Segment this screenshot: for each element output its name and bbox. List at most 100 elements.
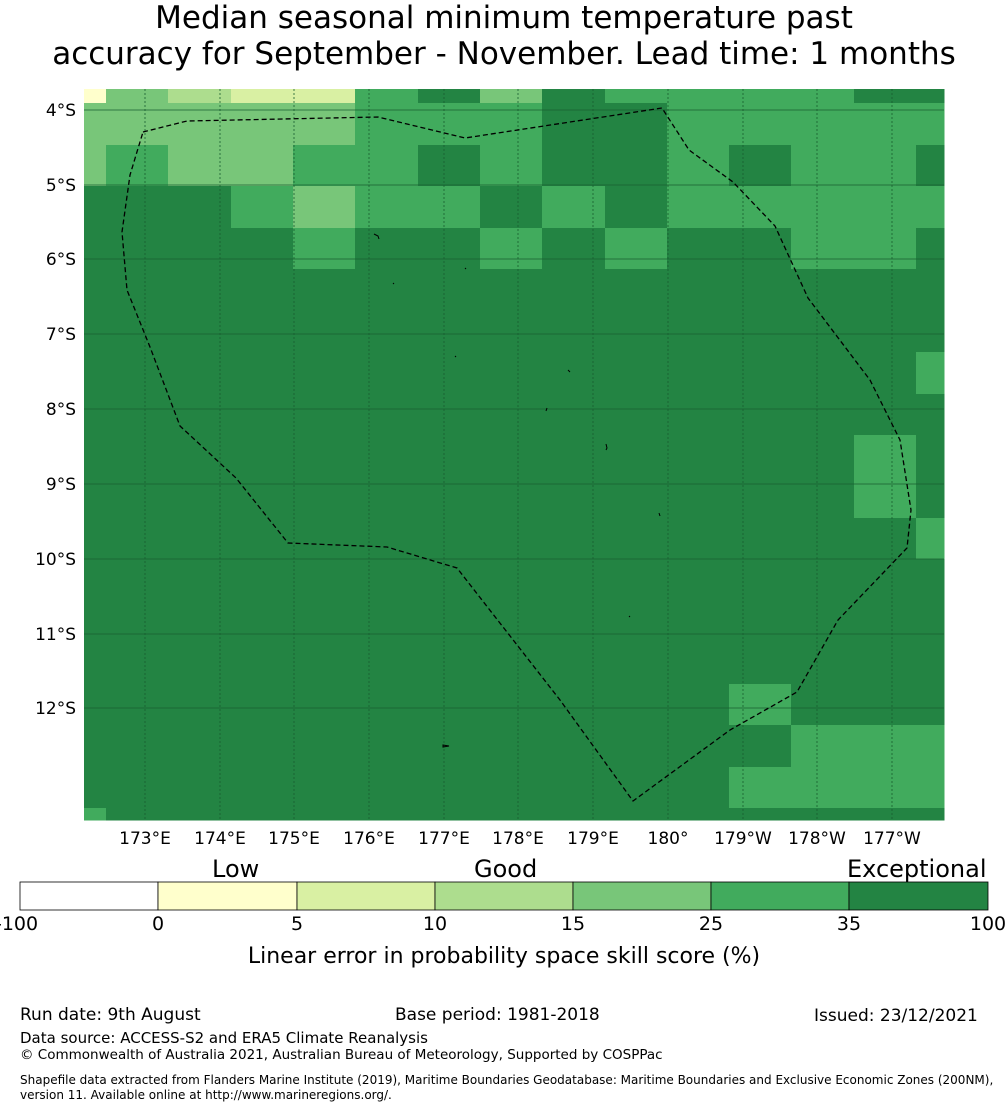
grid-cell <box>667 186 730 229</box>
grid-cell <box>605 642 668 685</box>
grid-cell <box>605 808 668 821</box>
grid-cell <box>231 186 294 229</box>
grid-cell <box>667 269 730 312</box>
grid-cell <box>916 518 945 560</box>
longitude-label: 180° <box>648 829 689 849</box>
grid-cell <box>729 559 792 602</box>
colorbar-segment <box>572 881 712 911</box>
grid-cell <box>355 145 419 187</box>
grid-cell <box>355 684 419 726</box>
grid-cell <box>791 145 855 187</box>
grid-cell <box>729 725 792 768</box>
grid-cell <box>667 311 730 353</box>
grid-cell <box>84 352 107 395</box>
grid-cell <box>231 767 294 809</box>
grid-cell <box>791 518 855 560</box>
grid-cell <box>84 808 107 821</box>
grid-cell <box>605 601 668 643</box>
grid-cell <box>791 89 855 104</box>
grid-cell <box>231 684 294 726</box>
grid-cell <box>480 145 543 187</box>
grid-cell <box>418 642 481 685</box>
grid-cell <box>605 103 668 146</box>
grid-cell <box>667 435 730 478</box>
grid-cell <box>231 89 294 104</box>
grid-cell <box>605 311 668 353</box>
grid-cell <box>293 559 356 602</box>
grid-cell <box>480 269 543 312</box>
grid-cell <box>84 89 107 104</box>
longitude-label: 177°W <box>863 829 921 849</box>
grid-cell <box>84 394 107 436</box>
longitude-labels: 173°E 174°E 175°E 176°E 177°E 178°E 179°E 180° 1… <box>119 829 921 849</box>
colorbar-label: Linear error in probability space skill … <box>247 944 761 969</box>
longitude-label: 173°E <box>119 829 171 849</box>
grid-cell <box>84 435 107 478</box>
grid-cell <box>106 684 169 726</box>
grid-cell <box>480 684 543 726</box>
run-date: Run date: 9th August <box>20 1005 201 1025</box>
grid-cell <box>791 725 855 768</box>
grid-cell <box>293 269 356 312</box>
grid-cell <box>84 767 107 809</box>
grid-cell <box>916 559 945 602</box>
grid-cell <box>84 642 107 685</box>
grid-cell <box>418 186 481 229</box>
latitude-label: 5°S <box>46 176 76 196</box>
grid-cell <box>106 601 169 643</box>
longitude-label: 176°E <box>343 829 395 849</box>
grid-cell <box>418 394 481 436</box>
grid-cell <box>418 767 481 809</box>
grid-cell <box>293 435 356 478</box>
grid-cell <box>916 352 945 395</box>
grid-cell <box>605 269 668 312</box>
grid-cell <box>355 601 419 643</box>
grid-cell <box>729 642 792 685</box>
grid-cell <box>480 311 543 353</box>
grid-cell <box>418 601 481 643</box>
grid-cell <box>168 269 232 312</box>
latitude-label: 6°S <box>46 250 76 270</box>
latitude-label: 9°S <box>46 475 76 495</box>
grid-cell <box>916 642 945 685</box>
grid-cell <box>106 725 169 768</box>
grid-cell <box>293 601 356 643</box>
grid-cell <box>168 808 232 821</box>
grid-cell <box>168 394 232 436</box>
grid-cell <box>791 103 855 146</box>
grid-cell <box>729 684 792 726</box>
grid-cell <box>293 477 356 519</box>
grid-cell <box>791 808 855 821</box>
grid-cell <box>854 311 917 353</box>
grid-cell <box>106 228 169 270</box>
grid-cell <box>916 186 945 229</box>
longitude-label: 179°W <box>714 829 772 849</box>
grid-cell <box>293 725 356 768</box>
grid-cell <box>293 394 356 436</box>
grid-cell <box>418 269 481 312</box>
grid-cell <box>106 808 169 821</box>
colorbar-tick-label: 10 <box>422 913 448 935</box>
colorbar-segment <box>19 881 159 911</box>
title-line-2: accuracy for September - November. Lead … <box>52 36 956 72</box>
colorbar-tick-label: 100 <box>969 913 1007 935</box>
grid-cell <box>84 269 107 312</box>
grid-cell <box>355 559 419 602</box>
grid-cell <box>667 684 730 726</box>
grid-cell <box>667 89 730 104</box>
grid-cell <box>480 808 543 821</box>
grid-cell <box>231 394 294 436</box>
grid-cell <box>231 642 294 685</box>
grid-cell <box>729 269 792 312</box>
grid-cell <box>418 311 481 353</box>
grid-cell <box>355 642 419 685</box>
grid-cell <box>605 352 668 395</box>
grid-cell <box>480 767 543 809</box>
grid-cell <box>916 103 945 146</box>
copyright: © Commonwealth of Australia 2021, Austra… <box>20 1047 663 1063</box>
grid-cell <box>916 311 945 353</box>
grid-cell <box>916 725 945 768</box>
grid-cell <box>605 186 668 229</box>
grid-cell <box>854 145 917 187</box>
grid-cell <box>791 186 855 229</box>
